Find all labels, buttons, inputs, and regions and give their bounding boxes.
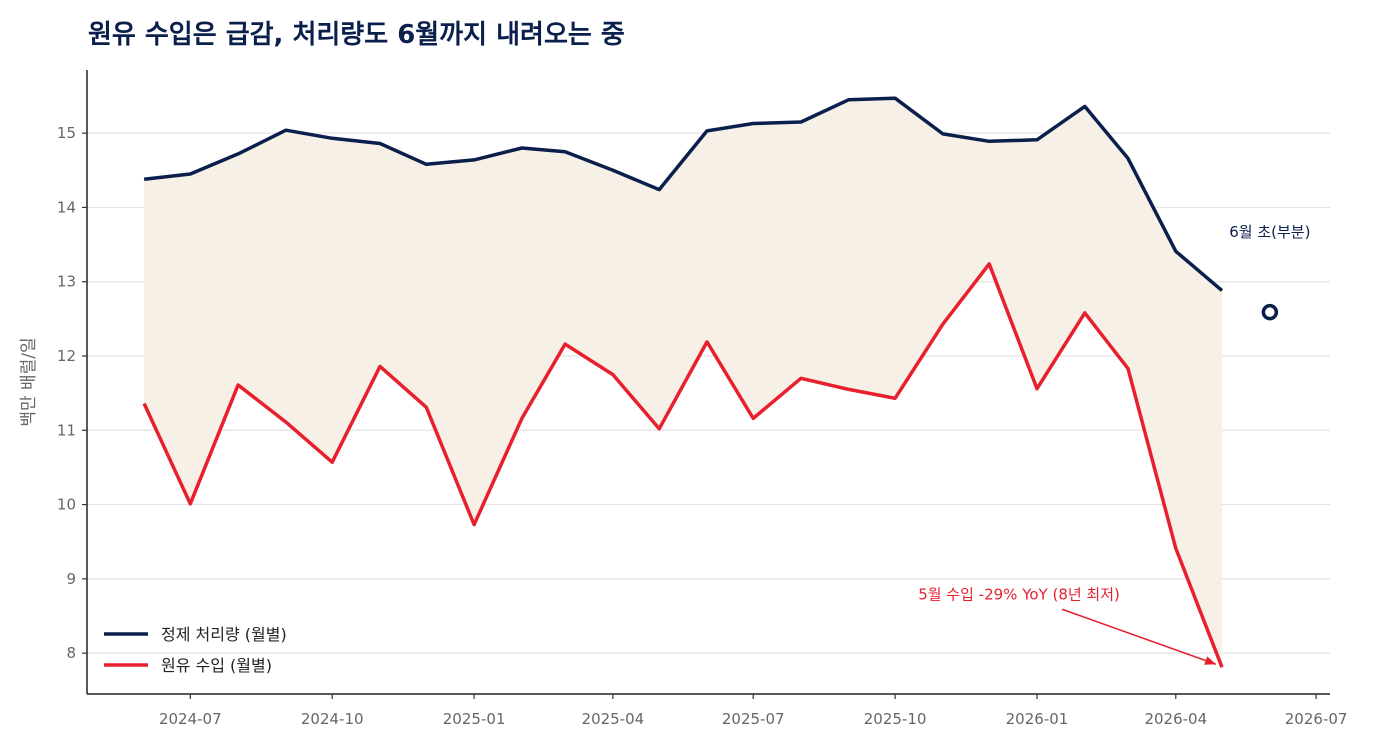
y-ticks: 8 9 10 11 12 13 14 15 — [57, 124, 87, 662]
x-tick-label: 2026-07 — [1285, 710, 1348, 728]
x-tick-label: 2024-10 — [301, 710, 364, 728]
y-tick-label: 14 — [57, 198, 76, 216]
x-tick-label: 2026-04 — [1144, 710, 1207, 728]
y-axis-label: 백만 배럴/일 — [19, 337, 39, 426]
y-tick-label: 11 — [57, 421, 76, 439]
axes — [86, 70, 1330, 695]
legend-label: 정제 처리량 (월별) — [161, 625, 287, 644]
legend: 정제 처리량 (월별) 원유 수입 (월별) — [104, 625, 287, 675]
refinery-runs-line — [143, 96, 1224, 292]
annotation: 5월 수입 -29% YoY (8년 최저) — [918, 585, 1217, 665]
partial-month-point — [1261, 303, 1279, 321]
x-tick-label: 2025-07 — [722, 710, 785, 728]
annotation-text: 5월 수입 -29% YoY (8년 최저) — [918, 585, 1120, 603]
y-tick-label: 13 — [57, 273, 76, 291]
x-tick-label: 2025-04 — [582, 710, 645, 728]
partial-month-marker: 6월 초(부분) — [1229, 223, 1310, 321]
legend-label: 원유 수입 (월별) — [161, 656, 272, 675]
x-tick-label: 2025-01 — [443, 710, 506, 728]
annotation-arrow — [1061, 608, 1217, 665]
annotation-arrowhead — [1204, 656, 1217, 665]
x-ticks: 2024-07 2024-10 2025-01 2025-04 2025-07 2025-… — [159, 694, 1347, 728]
chart-title: 원유 수입은 급감, 처리량도 6월까지 내려오는 중 — [88, 20, 625, 50]
crude-imports-line — [142, 262, 1224, 668]
x-tick-label: 2025-10 — [864, 710, 927, 728]
y-tick-label: 15 — [57, 124, 76, 142]
y-tick-label: 8 — [66, 644, 76, 662]
y-tick-label: 10 — [57, 496, 76, 514]
series-lines — [142, 96, 1224, 668]
y-tick-label: 12 — [57, 347, 76, 365]
partial-month-label: 6월 초(부분) — [1229, 223, 1310, 241]
x-tick-label: 2026-01 — [1006, 710, 1069, 728]
y-tick-label: 9 — [66, 570, 76, 588]
x-tick-label: 2024-07 — [159, 710, 222, 728]
